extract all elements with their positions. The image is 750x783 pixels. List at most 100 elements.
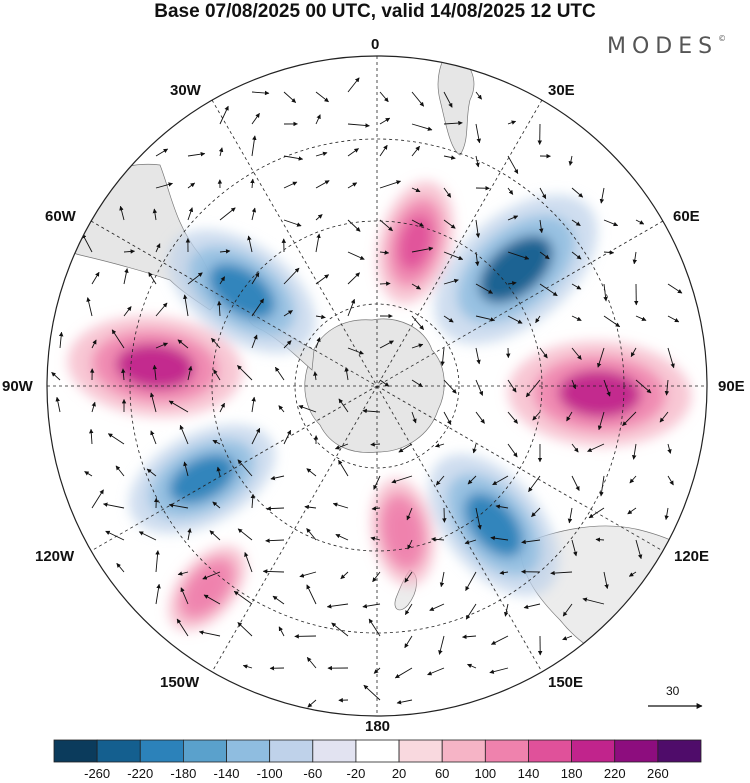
- wind-vector: [251, 334, 258, 349]
- wind-vector: [391, 475, 413, 484]
- wind-vector: [219, 276, 226, 285]
- wind-vector: [407, 539, 413, 550]
- wind-vector: [567, 507, 573, 524]
- wind-vector: [531, 507, 541, 517]
- wind-vector: [370, 536, 381, 541]
- lon-label-60e: 60E: [673, 208, 700, 225]
- wind-vector: [155, 148, 169, 157]
- wind-vector: [379, 91, 389, 103]
- wind-vector: [219, 402, 225, 413]
- wind-vector: [379, 250, 390, 255]
- wind-vector: [443, 155, 456, 160]
- reference-vector-label: 30: [666, 684, 680, 698]
- wind-vector: [495, 504, 509, 509]
- wind-vector: [438, 635, 445, 655]
- wind-vector: [283, 91, 297, 103]
- wind-vector: [146, 468, 157, 477]
- wind-vector: [233, 590, 253, 605]
- wind-vector: [379, 379, 390, 387]
- wind-vector: [443, 251, 464, 261]
- wind-vector: [562, 603, 573, 617]
- map-boundary: [46, 55, 708, 717]
- wind-vector: [183, 461, 189, 477]
- wind-vector: [262, 569, 285, 574]
- wind-vector: [198, 630, 221, 637]
- wind-vector: [123, 306, 132, 317]
- wind-vector: [443, 315, 454, 323]
- colorbar-swatch: [226, 739, 271, 763]
- wind-vector: [283, 267, 300, 285]
- wind-vector: [89, 428, 94, 445]
- colorbar: [53, 739, 702, 763]
- wind-vector: [155, 243, 161, 253]
- wind-vector: [462, 634, 477, 640]
- wind-vector: [148, 271, 157, 285]
- wind-vector: [306, 468, 317, 477]
- wind-vector: [274, 366, 285, 381]
- wind-vector: [250, 178, 255, 189]
- wind-vector: [272, 595, 285, 605]
- wind-vector: [635, 315, 647, 321]
- wind-vector: [176, 618, 189, 637]
- colorbar-tick-label: 20: [392, 766, 406, 781]
- wind-vector: [217, 300, 222, 317]
- wind-vector: [539, 347, 548, 359]
- pos-anomaly-15e-layer: [398, 215, 433, 271]
- wind-vector: [475, 347, 481, 365]
- colorbar-ticks: -260 -220 -180 -140 -100 -60 -20 20 60 100 140 180 2…: [84, 766, 669, 781]
- colorbar-swatch: [269, 739, 314, 763]
- wind-vector: [465, 603, 477, 620]
- wind-vector: [627, 507, 637, 515]
- wind-vector: [443, 120, 463, 126]
- wind-vector: [475, 379, 484, 396]
- wind-vector: [334, 443, 349, 450]
- wind-vector: [179, 424, 189, 445]
- africa-landmass: [437, 56, 475, 156]
- wind-vector: [507, 281, 517, 286]
- wind-vector: [635, 539, 643, 560]
- wind-vector: [603, 283, 608, 302]
- wind-vector: [187, 365, 193, 381]
- wind-vector: [347, 251, 365, 260]
- wind-vector: [307, 699, 317, 708]
- neg-anomaly-50e-layer: [479, 235, 553, 303]
- wind-vector: [404, 571, 413, 583]
- colorbar-swatch: [182, 739, 227, 763]
- wind-vector: [475, 123, 481, 144]
- wind-vector: [155, 302, 168, 317]
- wind-vector: [475, 411, 485, 424]
- wind-vector: [443, 187, 452, 198]
- wind-vector: [664, 507, 669, 521]
- wind-vector: [168, 400, 189, 413]
- wind-vector: [499, 570, 509, 575]
- wind-vector: [571, 539, 578, 557]
- colorbar-swatch: [484, 739, 529, 763]
- wind-vector: [566, 411, 573, 422]
- wind-vector: [298, 405, 317, 413]
- wind-vector: [443, 411, 452, 425]
- wind-vector: [315, 274, 330, 285]
- wind-vector: [212, 439, 221, 445]
- wind-vector: [299, 571, 317, 578]
- wind-vector: [219, 249, 231, 254]
- colorbar-tick-label: 220: [604, 766, 626, 781]
- wind-vector: [630, 347, 637, 357]
- colorbar-tick-label: 180: [561, 766, 583, 781]
- wind-vector: [347, 182, 358, 189]
- wind-vector: [571, 187, 584, 198]
- wind-vector: [582, 597, 605, 605]
- wind-vector: [283, 429, 292, 445]
- wind-vector: [571, 347, 582, 360]
- wind-vector: [84, 471, 93, 477]
- wind-vector: [219, 105, 229, 125]
- wind-vector: [331, 622, 349, 637]
- wind-vector: [603, 571, 609, 590]
- wind-vector: [58, 331, 64, 349]
- wind-vector: [363, 684, 381, 701]
- wind-vector: [603, 379, 611, 397]
- colorbar-swatch: [355, 739, 400, 763]
- wind-vector: [411, 145, 420, 157]
- wind-vector: [635, 219, 645, 225]
- colorbar-swatch: [312, 739, 357, 763]
- wind-vector: [398, 443, 413, 453]
